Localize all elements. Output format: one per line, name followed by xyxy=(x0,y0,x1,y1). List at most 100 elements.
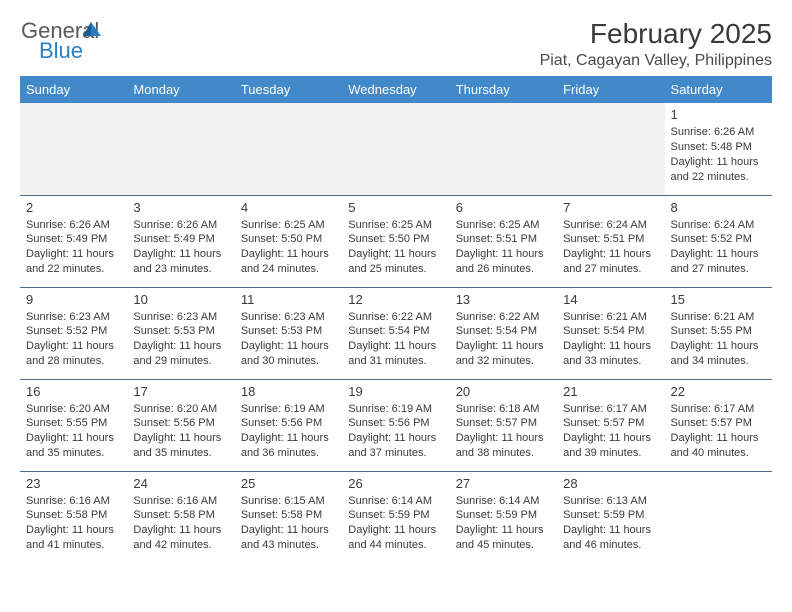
calendar-cell xyxy=(557,103,664,195)
calendar-cell: 2Sunrise: 6:26 AMSunset: 5:49 PMDaylight… xyxy=(20,195,127,287)
calendar-cell xyxy=(665,471,772,563)
day-details: Sunrise: 6:16 AMSunset: 5:58 PMDaylight:… xyxy=(133,494,228,553)
day-number: 28 xyxy=(563,476,658,491)
day-details: Sunrise: 6:23 AMSunset: 5:52 PMDaylight:… xyxy=(26,310,121,369)
calendar-cell: 12 Sunrise: 6:22 AMSunset: 5:54 PMDayligh… xyxy=(342,287,449,379)
calendar-cell: 18 Sunrise: 6:19 AMSunset: 5:56 PMDayligh… xyxy=(235,379,342,471)
day-number: 4 xyxy=(241,200,336,215)
calendar-cell: 21 Sunrise: 6:17 AMSunset: 5:57 PMDayligh… xyxy=(557,379,664,471)
day-number: 22 xyxy=(671,384,766,399)
day-details: Sunrise: 6:17 AMSunset: 5:57 PMDaylight:… xyxy=(671,402,766,461)
calendar-cell xyxy=(342,103,449,195)
day-details: Sunrise: 6:25 AMSunset: 5:50 PMDaylight:… xyxy=(348,218,443,277)
calendar-cell: 20Sunrise: 6:18 AMSunset: 5:57 PMDayligh… xyxy=(450,379,557,471)
day-details: Sunrise: 6:24 AMSunset: 5:52 PMDaylight:… xyxy=(671,218,766,277)
day-number: 12 xyxy=(348,292,443,307)
day-header: Monday xyxy=(127,76,234,103)
page-subtitle: Piat, Cagayan Valley, Philippines xyxy=(540,52,772,70)
day-header: Wednesday xyxy=(342,76,449,103)
day-details: Sunrise: 6:22 AMSunset: 5:54 PMDaylight:… xyxy=(348,310,443,369)
day-header: Tuesday xyxy=(235,76,342,103)
calendar-cell: 3Sunrise: 6:26 AMSunset: 5:49 PMDaylight… xyxy=(127,195,234,287)
day-details: Sunrise: 6:19 AMSunset: 5:56 PMDaylight:… xyxy=(348,402,443,461)
calendar-week: 9 Sunrise: 6:23 AMSunset: 5:52 PMDaylight… xyxy=(20,287,772,379)
day-details: Sunrise: 6:26 AMSunset: 5:48 PMDaylight:… xyxy=(671,125,766,184)
calendar-cell: 25 Sunrise: 6:15 AMSunset: 5:58 PMDayligh… xyxy=(235,471,342,563)
day-details: Sunrise: 6:23 AMSunset: 5:53 PMDaylight:… xyxy=(241,310,336,369)
day-number: 10 xyxy=(133,292,228,307)
day-details: Sunrise: 6:21 AMSunset: 5:55 PMDaylight:… xyxy=(671,310,766,369)
calendar-cell: 22 Sunrise: 6:17 AMSunset: 5:57 PMDayligh… xyxy=(665,379,772,471)
day-number: 2 xyxy=(26,200,121,215)
day-number: 9 xyxy=(26,292,121,307)
day-number: 3 xyxy=(133,200,228,215)
day-number: 6 xyxy=(456,200,551,215)
calendar-cell: 15 Sunrise: 6:21 AMSunset: 5:55 PMDayligh… xyxy=(665,287,772,379)
calendar-cell: 1 Sunrise: 6:26 AMSunset: 5:48 PMDaylight… xyxy=(665,103,772,195)
calendar-cell: 24 Sunrise: 6:16 AMSunset: 5:58 PMDayligh… xyxy=(127,471,234,563)
day-number: 14 xyxy=(563,292,658,307)
calendar-cell: 16 Sunrise: 6:20 AMSunset: 5:55 PMDayligh… xyxy=(20,379,127,471)
calendar-body: 1 Sunrise: 6:26 AMSunset: 5:48 PMDaylight… xyxy=(20,103,772,563)
calendar-week: 1 Sunrise: 6:26 AMSunset: 5:48 PMDaylight… xyxy=(20,103,772,195)
logo-icon: General Blue xyxy=(21,18,101,67)
day-details: Sunrise: 6:20 AMSunset: 5:56 PMDaylight:… xyxy=(133,402,228,461)
day-number: 19 xyxy=(348,384,443,399)
calendar-cell xyxy=(450,103,557,195)
day-details: Sunrise: 6:17 AMSunset: 5:57 PMDaylight:… xyxy=(563,402,658,461)
calendar-cell: 5 Sunrise: 6:25 AMSunset: 5:50 PMDaylight… xyxy=(342,195,449,287)
day-number: 7 xyxy=(563,200,658,215)
day-header-row: SundayMondayTuesdayWednesdayThursdayFrid… xyxy=(20,76,772,103)
logo: General Blue xyxy=(20,18,101,67)
day-number: 15 xyxy=(671,292,766,307)
day-details: Sunrise: 6:23 AMSunset: 5:53 PMDaylight:… xyxy=(133,310,228,369)
day-number: 24 xyxy=(133,476,228,491)
day-number: 25 xyxy=(241,476,336,491)
calendar-cell xyxy=(20,103,127,195)
day-number: 27 xyxy=(456,476,551,491)
day-number: 21 xyxy=(563,384,658,399)
calendar-cell: 13Sunrise: 6:22 AMSunset: 5:54 PMDayligh… xyxy=(450,287,557,379)
day-number: 18 xyxy=(241,384,336,399)
day-number: 23 xyxy=(26,476,121,491)
day-details: Sunrise: 6:15 AMSunset: 5:58 PMDaylight:… xyxy=(241,494,336,553)
day-number: 1 xyxy=(671,107,766,122)
day-number: 8 xyxy=(671,200,766,215)
calendar-cell: 14Sunrise: 6:21 AMSunset: 5:54 PMDayligh… xyxy=(557,287,664,379)
header: General Blue February 2025 Piat, Cagayan… xyxy=(20,18,772,70)
calendar-cell: 19 Sunrise: 6:19 AMSunset: 5:56 PMDayligh… xyxy=(342,379,449,471)
page-title: February 2025 xyxy=(540,18,772,50)
day-number: 16 xyxy=(26,384,121,399)
day-details: Sunrise: 6:25 AMSunset: 5:50 PMDaylight:… xyxy=(241,218,336,277)
day-number: 11 xyxy=(241,292,336,307)
calendar-page: General Blue February 2025 Piat, Cagayan… xyxy=(0,0,792,573)
day-details: Sunrise: 6:14 AMSunset: 5:59 PMDaylight:… xyxy=(456,494,551,553)
calendar-cell: 23 Sunrise: 6:16 AMSunset: 5:58 PMDayligh… xyxy=(20,471,127,563)
day-details: Sunrise: 6:20 AMSunset: 5:55 PMDaylight:… xyxy=(26,402,121,461)
day-header: Sunday xyxy=(20,76,127,103)
day-details: Sunrise: 6:14 AMSunset: 5:59 PMDaylight:… xyxy=(348,494,443,553)
calendar-cell: 17 Sunrise: 6:20 AMSunset: 5:56 PMDayligh… xyxy=(127,379,234,471)
day-number: 5 xyxy=(348,200,443,215)
calendar-cell xyxy=(127,103,234,195)
day-details: Sunrise: 6:19 AMSunset: 5:56 PMDaylight:… xyxy=(241,402,336,461)
day-details: Sunrise: 6:25 AMSunset: 5:51 PMDaylight:… xyxy=(456,218,551,277)
calendar-cell: 27 Sunrise: 6:14 AMSunset: 5:59 PMDayligh… xyxy=(450,471,557,563)
calendar-cell: 26 Sunrise: 6:14 AMSunset: 5:59 PMDayligh… xyxy=(342,471,449,563)
day-number: 17 xyxy=(133,384,228,399)
calendar-cell: 7 Sunrise: 6:24 AMSunset: 5:51 PMDaylight… xyxy=(557,195,664,287)
day-details: Sunrise: 6:24 AMSunset: 5:51 PMDaylight:… xyxy=(563,218,658,277)
day-header: Thursday xyxy=(450,76,557,103)
calendar-table: SundayMondayTuesdayWednesdayThursdayFrid… xyxy=(20,76,772,563)
day-number: 13 xyxy=(456,292,551,307)
calendar-cell: 11 Sunrise: 6:23 AMSunset: 5:53 PMDayligh… xyxy=(235,287,342,379)
logo-word2: Blue xyxy=(39,38,83,62)
day-number: 26 xyxy=(348,476,443,491)
calendar-cell: 9 Sunrise: 6:23 AMSunset: 5:52 PMDaylight… xyxy=(20,287,127,379)
calendar-cell: 4 Sunrise: 6:25 AMSunset: 5:50 PMDaylight… xyxy=(235,195,342,287)
day-details: Sunrise: 6:13 AMSunset: 5:59 PMDaylight:… xyxy=(563,494,658,553)
calendar-cell: 8 Sunrise: 6:24 AMSunset: 5:52 PMDaylight… xyxy=(665,195,772,287)
day-header: Saturday xyxy=(665,76,772,103)
day-details: Sunrise: 6:16 AMSunset: 5:58 PMDaylight:… xyxy=(26,494,121,553)
title-block: February 2025 Piat, Cagayan Valley, Phil… xyxy=(540,18,772,70)
